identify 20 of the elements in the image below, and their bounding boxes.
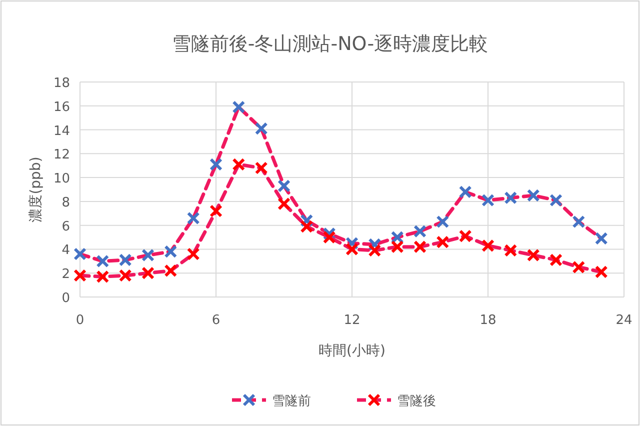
x-tick-label: 12	[344, 313, 360, 328]
y-axis-title: 濃度(ppb)	[28, 156, 44, 222]
y-tick-label: 8	[62, 195, 70, 210]
chart-title: 雪隧前後-冬山測站-NO-逐時濃度比較	[172, 33, 488, 55]
y-tick-label: 16	[53, 100, 70, 115]
x-tick-label: 0	[76, 313, 84, 328]
y-tick-label: 10	[53, 172, 70, 187]
x-tick-label: 6	[212, 313, 220, 328]
y-tick-label: 12	[53, 148, 70, 163]
y-tick-label: 18	[53, 76, 70, 91]
x-axis-title: 時間(小時)	[318, 343, 386, 359]
x-tick-label: 18	[480, 313, 496, 328]
y-tick-label: 4	[62, 243, 70, 258]
y-tick-label: 2	[62, 267, 70, 282]
legend-label: 雪隧後	[397, 394, 436, 409]
legend-label: 雪隧前	[272, 394, 311, 409]
y-tick-label: 14	[53, 124, 70, 139]
y-tick-label: 0	[62, 291, 70, 306]
x-tick-label: 24	[616, 313, 632, 328]
y-tick-label: 6	[62, 219, 70, 234]
